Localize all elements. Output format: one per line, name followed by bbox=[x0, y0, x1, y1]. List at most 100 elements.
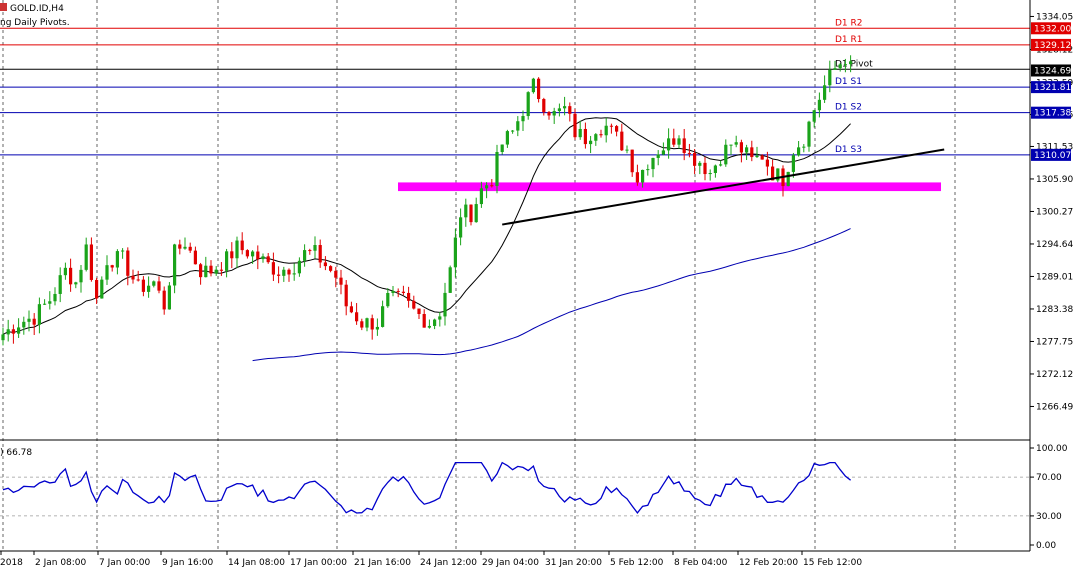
candle-body bbox=[365, 318, 369, 328]
candle-body bbox=[214, 269, 218, 274]
price-tag-text: 1310.07 bbox=[1034, 151, 1071, 161]
candle-body bbox=[1, 334, 5, 341]
candle-body bbox=[251, 251, 255, 257]
price-tag-text: 1317.38 bbox=[1034, 109, 1071, 119]
pivot-label: D1 S3 bbox=[835, 145, 862, 155]
price-tick-label: 1277.75 bbox=[1036, 337, 1073, 347]
candle-body bbox=[516, 121, 520, 131]
candle-body bbox=[667, 138, 671, 151]
candle-body bbox=[604, 125, 608, 136]
candle-body bbox=[833, 68, 837, 70]
candle-body bbox=[828, 69, 832, 86]
time-tick-label: 9 Jan 16:00 bbox=[162, 558, 214, 568]
candle-body bbox=[53, 293, 57, 302]
candle-body bbox=[152, 281, 156, 286]
candle-body bbox=[396, 290, 400, 292]
candle-body bbox=[459, 217, 463, 238]
candle-body bbox=[339, 277, 343, 285]
candle-body bbox=[297, 260, 301, 274]
candle-body bbox=[609, 125, 613, 127]
candle-body bbox=[589, 140, 593, 145]
candle-body bbox=[131, 275, 135, 280]
osc-tick-label: 100.00 bbox=[1036, 444, 1068, 454]
time-tick-label: 8 Feb 04:00 bbox=[674, 558, 728, 568]
candle-body bbox=[292, 273, 296, 275]
candle-body bbox=[287, 269, 291, 275]
candle-body bbox=[417, 308, 421, 314]
candle-body bbox=[230, 251, 234, 259]
candle-body bbox=[693, 152, 697, 166]
price-tag-text: 1324.69 bbox=[1034, 66, 1071, 76]
candle-body bbox=[698, 162, 702, 166]
candle-body bbox=[422, 313, 426, 328]
candle-body bbox=[344, 284, 348, 307]
candle-body bbox=[739, 142, 743, 153]
candle-body bbox=[729, 144, 733, 146]
ma-fast-line bbox=[2, 117, 851, 335]
candle-body bbox=[776, 168, 780, 181]
candle-body bbox=[838, 64, 842, 69]
candle-body bbox=[630, 149, 634, 173]
candle-body bbox=[745, 147, 749, 153]
candle-body bbox=[791, 155, 795, 172]
candle-body bbox=[313, 245, 317, 251]
candle-body bbox=[167, 285, 171, 310]
candle-body bbox=[427, 325, 431, 328]
candle-body bbox=[755, 155, 759, 158]
trendline bbox=[502, 148, 945, 226]
candle-body bbox=[334, 270, 338, 278]
candle-body bbox=[469, 204, 473, 223]
candle-body bbox=[266, 256, 270, 263]
candle-body bbox=[547, 112, 551, 116]
candle-body bbox=[391, 290, 395, 293]
pivot-label: D1 S2 bbox=[835, 103, 862, 113]
candle-body bbox=[360, 321, 364, 328]
price-tick-label: 1294.64 bbox=[1036, 240, 1073, 250]
candle-body bbox=[703, 162, 707, 175]
candle-body bbox=[256, 251, 260, 260]
candle-body bbox=[11, 329, 15, 334]
oscillator-panel bbox=[2, 461, 851, 514]
candle-body bbox=[583, 128, 587, 145]
candle-body bbox=[505, 131, 509, 145]
candle-body bbox=[245, 250, 249, 257]
candle-body bbox=[43, 303, 47, 305]
osc-tick-label: 70.00 bbox=[1036, 473, 1062, 483]
pivot-label: D1 S1 bbox=[835, 77, 862, 87]
price-tag-text: 1329.12 bbox=[1034, 41, 1071, 51]
candle-body bbox=[719, 164, 723, 166]
indicator-name: ng Daily Pivots. bbox=[0, 18, 70, 28]
candle-body bbox=[225, 251, 229, 271]
price-tick-label: 1266.49 bbox=[1036, 402, 1073, 412]
candle-body bbox=[734, 142, 738, 145]
candle-body bbox=[573, 113, 577, 138]
candle-body bbox=[500, 144, 504, 152]
candle-body bbox=[407, 292, 411, 301]
price-tick-label: 1272.12 bbox=[1036, 370, 1073, 380]
candle-body bbox=[100, 279, 104, 299]
pivot-label: D1 R1 bbox=[835, 35, 863, 45]
candle-body bbox=[6, 329, 10, 335]
time-tick-label: 29 Jan 04:00 bbox=[482, 558, 539, 568]
candle-body bbox=[765, 159, 769, 167]
candle-body bbox=[22, 321, 26, 328]
candle-body bbox=[849, 61, 853, 65]
candle-body bbox=[682, 138, 686, 153]
candle-body bbox=[485, 185, 489, 189]
candle-body bbox=[713, 165, 717, 174]
candle-body bbox=[511, 130, 515, 132]
price-tags: 1332.00 1329.12 1321.81 1317.38 1310.07 1324.… bbox=[1031, 22, 1071, 161]
candle-body bbox=[594, 134, 598, 141]
price-tick-label: 1311.53 bbox=[1036, 142, 1073, 152]
price-tag-box bbox=[1031, 148, 1071, 161]
candle-body bbox=[615, 126, 619, 132]
price-tag-box bbox=[1031, 22, 1071, 35]
time-tick-label: 15 Feb 12:00 bbox=[803, 558, 862, 568]
candle-body bbox=[183, 246, 187, 249]
time-tick-label: 12 Feb 20:00 bbox=[739, 558, 798, 568]
osc-tick-label: 0.00 bbox=[1036, 541, 1056, 551]
candle-body bbox=[209, 265, 213, 274]
candle-body bbox=[235, 240, 239, 259]
support-zone-rect bbox=[398, 182, 941, 192]
